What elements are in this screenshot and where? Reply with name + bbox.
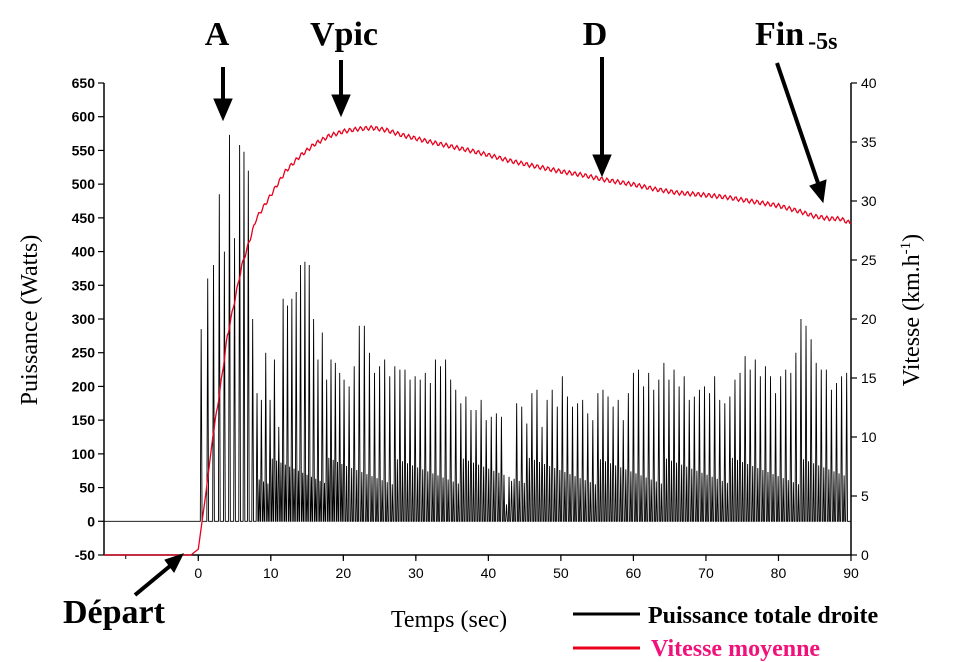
marker-fin-main: Fin [755, 16, 804, 53]
x-tick-label: 10 [263, 565, 279, 581]
series-puissance-line [104, 134, 852, 522]
annotations: A Vpic D Fin -5s Départ [63, 16, 837, 631]
y-left-tick-label: 450 [72, 210, 96, 226]
marker-depart-arrow [133, 553, 184, 597]
marker-fin-sub: -5s [808, 29, 837, 55]
y-right-axis-title: Vitesse (km.h-1) [898, 234, 925, 386]
y-left-tick-label: 350 [72, 277, 96, 293]
y-left-tick-label: 400 [72, 244, 96, 260]
y-left-tick-label: 550 [72, 142, 96, 158]
series-vitesse-line [104, 124, 852, 556]
y-right-tick-label: 15 [861, 370, 877, 386]
y-right-axis-title-sup: -1 [898, 242, 914, 255]
y-left-tick-label: 600 [72, 109, 96, 125]
x-tick-label: 20 [336, 565, 352, 581]
x-tick-label: 40 [481, 565, 497, 581]
x-tick-label: 50 [553, 565, 569, 581]
x-tick-label: 80 [771, 565, 787, 581]
y-left-axis-title: Puissance (Watts) [17, 235, 43, 406]
marker-d-label: D [583, 16, 608, 53]
marker-depart-label: Départ [63, 594, 166, 631]
marker-vpic-label: Vpic [310, 16, 378, 53]
y-left-tick-label: 50 [79, 480, 95, 496]
x-tick-label: 0 [194, 565, 202, 581]
marker-fin-label: Fin -5s [755, 16, 837, 55]
x-tick-label: 60 [626, 565, 642, 581]
y-left-tick-label: 500 [72, 176, 96, 192]
y-right-tick-label: 25 [861, 252, 877, 268]
y-right-tick-label: 0 [861, 547, 869, 563]
y-right-tick-label: 20 [861, 311, 877, 327]
series-layer [104, 124, 852, 556]
x-axis-title: Temps (sec) [391, 607, 507, 633]
y-right-axis-title-base: Vitesse (km.h [899, 254, 925, 386]
marker-vpic-arrow [331, 60, 351, 118]
y-right-tick-label: 40 [861, 75, 877, 91]
legend: Puissance totale droite Vitesse moyenne [573, 603, 879, 662]
y-left-tick-label: 150 [72, 412, 96, 428]
y-right-tick-label: 5 [861, 488, 869, 504]
x-tick-label: 30 [408, 565, 424, 581]
ticks: 0 10 20 30 40 50 60 70 80 90-50050100150200250300… [72, 75, 877, 581]
marker-a-arrow [213, 67, 233, 122]
legend-label-vitesse: Vitesse moyenne [651, 636, 820, 662]
y-left-tick-label: -50 [75, 547, 95, 563]
marker-fin-arrow [775, 62, 827, 204]
x-tick-label: 70 [698, 565, 714, 581]
y-left-tick-label: 200 [72, 378, 96, 394]
y-right-tick-label: 30 [861, 193, 877, 209]
marker-a-label: A [205, 16, 230, 53]
y-left-tick-label: 100 [72, 446, 96, 462]
y-right-tick-label: 10 [861, 429, 877, 445]
y-left-tick-label: 250 [72, 345, 96, 361]
y-left-tick-label: 300 [72, 311, 96, 327]
x-tick-label: 90 [843, 565, 859, 581]
legend-label-puissance: Puissance totale droite [648, 603, 879, 629]
marker-d-arrow [592, 57, 612, 178]
y-right-axis-title-close: ) [899, 234, 925, 242]
y-left-tick-label: 0 [87, 513, 95, 529]
y-left-tick-label: 650 [72, 75, 96, 91]
y-right-tick-label: 35 [861, 134, 877, 150]
